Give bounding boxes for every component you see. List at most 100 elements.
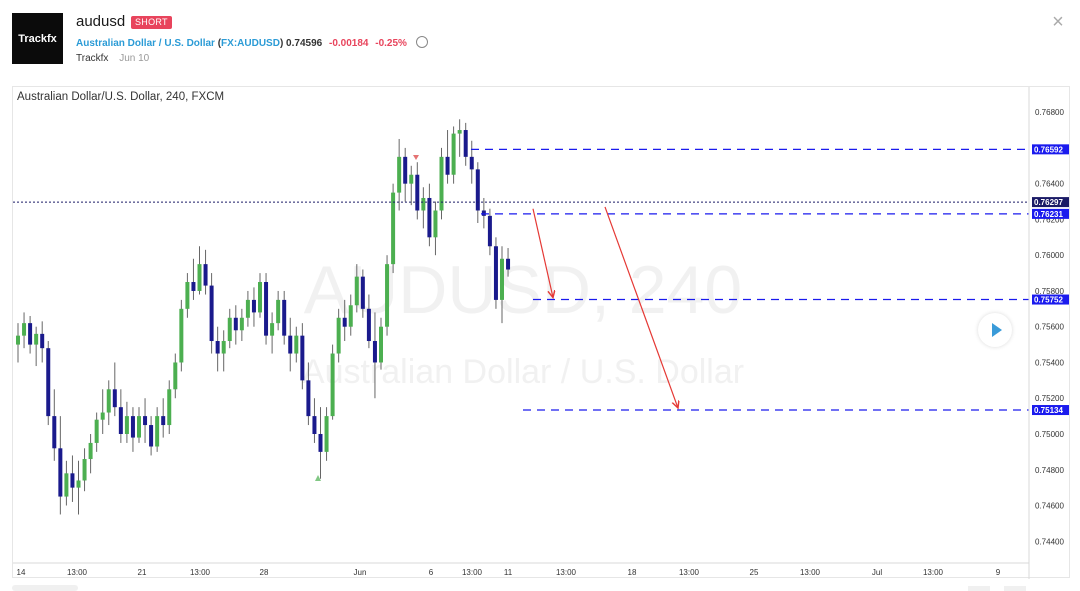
alarm-clock-icon[interactable] bbox=[415, 36, 428, 48]
y-tick-label: 0.76000 bbox=[1035, 251, 1064, 260]
candle-body bbox=[215, 341, 220, 354]
symbol-name[interactable]: Australian Dollar / U.S. Dollar bbox=[76, 38, 215, 49]
candle-body bbox=[475, 169, 480, 211]
candle-body bbox=[76, 480, 81, 488]
candle-body bbox=[451, 133, 456, 175]
price-tag-label: 0.76592 bbox=[1034, 145, 1063, 154]
author-line: Trackfx Jun 10 bbox=[76, 53, 149, 64]
candle-body bbox=[88, 442, 93, 460]
chart-panel[interactable]: AUDUSD, 240 Australian Dollar / U.S. Dol… bbox=[12, 86, 1071, 579]
zoom-out-button[interactable] bbox=[968, 586, 990, 591]
candle-body bbox=[318, 433, 323, 452]
author-logo[interactable]: Trackfx bbox=[12, 13, 63, 64]
price-tag bbox=[1032, 294, 1069, 305]
x-tick-label: 13:00 bbox=[67, 568, 88, 577]
zoom-in-button[interactable] bbox=[1004, 586, 1026, 591]
x-tick-label: 13:00 bbox=[556, 568, 577, 577]
candle-body bbox=[64, 473, 69, 497]
candle-body bbox=[354, 276, 359, 306]
candle-body bbox=[391, 192, 396, 265]
x-tick-label: 6 bbox=[429, 568, 434, 577]
x-tick-label: 11 bbox=[504, 568, 513, 577]
candle-body bbox=[16, 335, 20, 345]
y-tick-label: 0.75200 bbox=[1035, 394, 1064, 403]
candle-body bbox=[143, 416, 148, 426]
candle-body bbox=[463, 130, 468, 157]
candle-body bbox=[209, 285, 214, 342]
candle-body bbox=[118, 407, 123, 434]
price-tag-label: 0.75134 bbox=[1034, 406, 1063, 415]
candle-body bbox=[312, 416, 317, 434]
y-tick-label: 0.74600 bbox=[1035, 502, 1064, 511]
candle-body bbox=[385, 264, 390, 327]
candle-body bbox=[500, 258, 504, 300]
play-icon[interactable] bbox=[978, 313, 1012, 347]
candle-body bbox=[94, 419, 99, 443]
candlestick-chart[interactable]: AUDUSD, 240 Australian Dollar / U.S. Dol… bbox=[13, 87, 1071, 579]
scroll-bar[interactable] bbox=[12, 585, 78, 591]
candle-body bbox=[173, 362, 178, 390]
candle-body bbox=[409, 174, 414, 184]
candle-body bbox=[52, 416, 57, 449]
watermark-symbol: AUDUSD, 240 bbox=[304, 252, 742, 328]
candle-body bbox=[46, 348, 51, 417]
author-name[interactable]: Trackfx bbox=[76, 53, 109, 64]
candle-body bbox=[28, 323, 33, 345]
candle-body bbox=[397, 156, 402, 193]
x-tick-label: 28 bbox=[260, 568, 269, 577]
x-tick-label: Jun bbox=[354, 568, 367, 577]
candle-body bbox=[427, 197, 432, 238]
candle-body bbox=[203, 264, 208, 286]
candle-body bbox=[415, 174, 420, 211]
candle-body bbox=[106, 389, 111, 413]
candle-body bbox=[282, 299, 287, 336]
close-icon[interactable]: × bbox=[1052, 11, 1064, 33]
publish-date: Jun 10 bbox=[119, 53, 150, 64]
price-tag bbox=[1032, 405, 1069, 416]
y-tick-label: 0.75400 bbox=[1035, 358, 1064, 367]
low-marker-icon bbox=[315, 475, 321, 481]
y-tick-label: 0.76400 bbox=[1035, 180, 1064, 189]
candle-body bbox=[360, 276, 365, 309]
candle-body bbox=[324, 416, 329, 452]
candle-body bbox=[179, 308, 184, 363]
candle-body bbox=[149, 425, 154, 447]
last-price: 0.74596 bbox=[286, 38, 323, 49]
candle-body bbox=[288, 335, 293, 354]
candle-body bbox=[58, 448, 63, 497]
candle-body bbox=[342, 317, 347, 327]
candle-body bbox=[130, 416, 135, 438]
y-tick-label: 0.74800 bbox=[1035, 466, 1064, 475]
candle-body bbox=[457, 130, 462, 134]
x-tick-label: 14 bbox=[17, 568, 26, 577]
idea-title: audusd bbox=[76, 13, 126, 30]
x-tick-label: 13:00 bbox=[462, 568, 483, 577]
candle-body bbox=[82, 459, 87, 481]
chart-legend: Australian Dollar/U.S. Dollar, 240, FXCM bbox=[17, 91, 225, 103]
candle-body bbox=[276, 299, 281, 324]
candle-body bbox=[239, 317, 244, 331]
x-tick-label: 21 bbox=[138, 568, 147, 577]
y-tick-label: 0.74400 bbox=[1035, 537, 1064, 546]
y-tick-label: 0.75600 bbox=[1035, 323, 1064, 332]
candle-body bbox=[167, 389, 172, 426]
candle-body bbox=[34, 333, 39, 345]
candle-body bbox=[403, 156, 408, 184]
candle-body bbox=[221, 341, 226, 354]
candle-body bbox=[330, 353, 335, 417]
candle-body bbox=[439, 156, 444, 211]
price-change-pct: -0.25% bbox=[375, 38, 407, 49]
symbol-code[interactable]: FX:AUDUSD bbox=[221, 38, 280, 49]
candle-body bbox=[124, 416, 129, 434]
candle-body bbox=[506, 258, 511, 270]
price-tag bbox=[1032, 197, 1069, 208]
candle-body bbox=[372, 341, 377, 363]
candle-body bbox=[264, 282, 269, 336]
candle-body bbox=[155, 416, 160, 447]
price-tag bbox=[1032, 144, 1069, 155]
price-tag-label: 0.76297 bbox=[1034, 198, 1063, 207]
x-tick-label: 25 bbox=[750, 568, 759, 577]
candle-body bbox=[112, 389, 117, 408]
candle-body bbox=[161, 416, 166, 426]
candle-body bbox=[258, 282, 262, 313]
